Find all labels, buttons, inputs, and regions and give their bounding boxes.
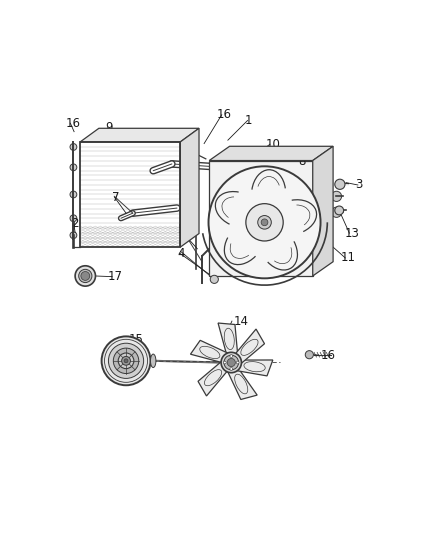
Text: 16: 16 [217,108,232,121]
Circle shape [230,368,233,370]
Text: 3: 3 [355,179,363,191]
Polygon shape [228,369,257,400]
Text: 5: 5 [177,223,184,236]
Polygon shape [313,146,333,276]
Circle shape [70,143,77,150]
Ellipse shape [151,354,156,368]
Text: 11: 11 [341,252,356,264]
Circle shape [261,219,268,225]
Polygon shape [236,329,265,363]
Circle shape [223,361,226,364]
Polygon shape [237,360,273,376]
Polygon shape [191,340,228,362]
Circle shape [221,352,241,373]
Text: 10: 10 [265,138,280,151]
Text: 17: 17 [107,270,122,283]
Circle shape [305,351,314,359]
Circle shape [208,166,321,278]
Polygon shape [209,146,333,160]
Text: 15: 15 [129,333,144,346]
Circle shape [113,348,139,374]
Text: 14: 14 [233,314,249,328]
Text: 16: 16 [66,117,81,130]
Circle shape [70,215,77,222]
Circle shape [230,354,233,358]
Text: 16: 16 [320,349,335,361]
Circle shape [224,355,239,370]
Text: 1: 1 [245,114,252,127]
Circle shape [237,361,239,364]
Text: 9: 9 [105,121,113,134]
Polygon shape [80,128,199,142]
Text: 7: 7 [112,191,119,204]
Polygon shape [209,160,313,276]
Text: 13: 13 [345,227,360,240]
Circle shape [332,207,342,217]
Circle shape [75,266,95,286]
Circle shape [210,275,219,284]
Circle shape [335,179,345,189]
Circle shape [102,336,151,385]
Circle shape [109,343,144,378]
Text: 8: 8 [298,155,306,168]
Circle shape [81,271,90,280]
Circle shape [70,232,77,239]
Circle shape [227,358,235,367]
Polygon shape [198,362,227,396]
Polygon shape [180,128,199,247]
Circle shape [124,359,128,363]
Circle shape [70,164,77,171]
Circle shape [70,191,77,198]
Text: 2: 2 [71,217,78,230]
Circle shape [332,191,342,201]
Circle shape [258,215,271,229]
Polygon shape [218,323,238,354]
Circle shape [122,357,131,365]
Circle shape [79,269,92,282]
Circle shape [335,206,344,215]
Text: 4: 4 [177,247,184,260]
Text: 6: 6 [228,181,235,193]
Circle shape [246,204,283,241]
Circle shape [118,353,134,369]
